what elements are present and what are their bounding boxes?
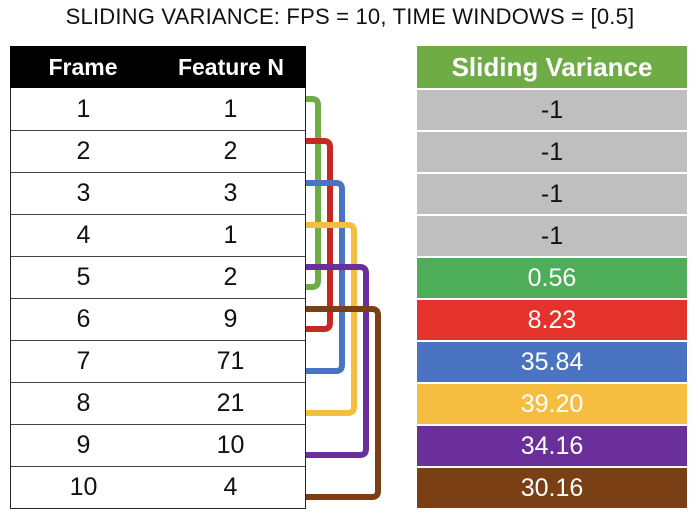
frame-cell: 5 bbox=[76, 263, 91, 291]
variance-cell: 8.23 bbox=[417, 300, 687, 340]
variance-cell: -1 bbox=[417, 174, 687, 214]
frame-cell: 6 bbox=[76, 305, 91, 333]
frame-cell: 7 bbox=[76, 347, 91, 375]
frame-cell: 3 bbox=[76, 179, 91, 207]
feature-cell: 1 bbox=[223, 221, 238, 249]
table-row: 9 10 bbox=[11, 424, 305, 466]
variance-cell: 30.16 bbox=[417, 468, 687, 508]
table-row: 10 4 bbox=[11, 466, 305, 508]
frame-cell: 8 bbox=[76, 389, 91, 417]
feature-cell: 2 bbox=[223, 137, 238, 165]
window-bracket bbox=[306, 306, 381, 500]
table-row: 7 71 bbox=[11, 340, 305, 382]
variance-cell: -1 bbox=[417, 90, 687, 130]
variance-cell: 0.56 bbox=[417, 258, 687, 298]
feature-cell: 71 bbox=[216, 347, 245, 375]
variance-cell: -1 bbox=[417, 216, 687, 256]
variance-cell: 39.20 bbox=[417, 384, 687, 424]
frame-feature-table: Frame Feature N 1 1 2 2 3 3 4 1 5 2 6 9 7 71 8 21 9 10 10 4 bbox=[10, 46, 306, 509]
frame-column-header: Frame bbox=[48, 53, 118, 80]
feature-cell: 10 bbox=[216, 431, 245, 459]
feature-cell: 1 bbox=[223, 94, 238, 123]
feature-cell: 2 bbox=[223, 263, 238, 291]
variance-cell: 35.84 bbox=[417, 342, 687, 382]
window-bracket bbox=[306, 264, 369, 458]
table-row: 8 21 bbox=[11, 382, 305, 424]
frame-feature-rows: 1 1 2 2 3 3 4 1 5 2 6 9 7 71 8 21 9 10 10 4 bbox=[10, 88, 306, 509]
feature-cell: 3 bbox=[223, 179, 238, 207]
frame-cell: 2 bbox=[76, 137, 91, 165]
feature-cell: 9 bbox=[223, 305, 238, 333]
frame-feature-header: Frame Feature N bbox=[10, 46, 306, 88]
sliding-variance-table: Sliding Variance -1 -1 -1 -1 0.56 8.23 35.84 39… bbox=[417, 46, 687, 510]
variance-cell: 34.16 bbox=[417, 426, 687, 466]
variance-cell: -1 bbox=[417, 132, 687, 172]
diagram-title: SLIDING VARIANCE: FPS = 10, TIME WINDOWS… bbox=[65, 4, 635, 29]
feature-column-header: Feature N bbox=[177, 53, 285, 80]
window-bracket bbox=[306, 138, 333, 332]
window-bracket bbox=[306, 96, 321, 290]
feature-cell: 21 bbox=[216, 389, 245, 417]
frame-cell: 1 bbox=[76, 94, 91, 123]
sliding-variance-header: Sliding Variance bbox=[417, 46, 687, 88]
frame-cell: 9 bbox=[76, 431, 91, 459]
frame-cell: 4 bbox=[76, 221, 91, 249]
sliding-variance-cells: -1 -1 -1 -1 0.56 8.23 35.84 39.20 34.16 30.16 bbox=[417, 90, 687, 508]
window-bracket bbox=[306, 180, 345, 374]
window-bracket bbox=[306, 222, 357, 416]
feature-cell: 4 bbox=[223, 473, 238, 501]
frame-cell: 10 bbox=[69, 473, 98, 501]
